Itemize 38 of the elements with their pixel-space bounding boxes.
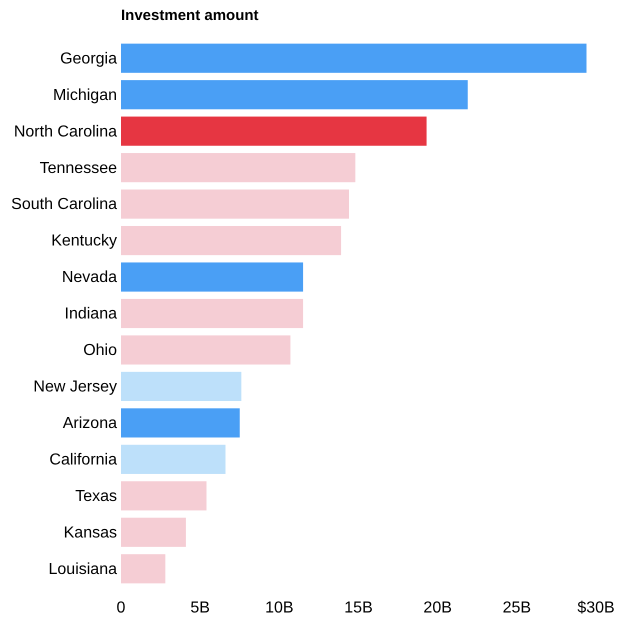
chart-title: Investment amount bbox=[121, 7, 259, 24]
y-tick-label: New Jersey bbox=[33, 378, 117, 396]
bar bbox=[121, 298, 304, 328]
bar bbox=[121, 444, 226, 474]
y-tick-label: Kansas bbox=[64, 524, 117, 542]
y-tick-label: Indiana bbox=[64, 306, 118, 323]
bar bbox=[121, 262, 304, 292]
y-tick-label: Michigan bbox=[52, 86, 117, 104]
bar bbox=[121, 518, 186, 547]
bar bbox=[121, 80, 468, 110]
bar bbox=[121, 190, 349, 219]
x-tick-label: 20B bbox=[423, 599, 452, 616]
bar bbox=[121, 335, 290, 365]
x-tick-label: 25B bbox=[502, 599, 532, 616]
y-tick-label: California bbox=[49, 451, 118, 468]
y-tick-label: North Carolina bbox=[14, 123, 118, 140]
y-tick-label: Louisiana bbox=[48, 560, 118, 578]
bar bbox=[121, 44, 586, 73]
bar bbox=[121, 226, 342, 256]
y-tick-label: Tennessee bbox=[40, 160, 118, 177]
y-tick-label: Arizona bbox=[62, 415, 118, 432]
y-tick-label: Nevada bbox=[62, 269, 118, 286]
bar bbox=[121, 554, 166, 584]
bar bbox=[121, 481, 206, 510]
bar bbox=[121, 372, 242, 402]
x-tick-label: 15B bbox=[344, 599, 373, 616]
bar bbox=[121, 153, 356, 182]
x-tick-label: $30B bbox=[577, 599, 615, 616]
y-tick-label: Texas bbox=[75, 488, 117, 505]
x-tick-label: 10B bbox=[265, 599, 294, 616]
x-tick-label: 0 bbox=[116, 599, 126, 616]
y-tick-label: Kentucky bbox=[51, 232, 117, 250]
y-tick-label: Ohio bbox=[83, 342, 118, 360]
y-tick-label: Georgia bbox=[60, 50, 118, 68]
bar bbox=[121, 408, 240, 438]
x-tick-label: 5B bbox=[190, 599, 210, 616]
bar bbox=[121, 116, 427, 146]
y-tick-label: South Carolina bbox=[11, 196, 118, 214]
